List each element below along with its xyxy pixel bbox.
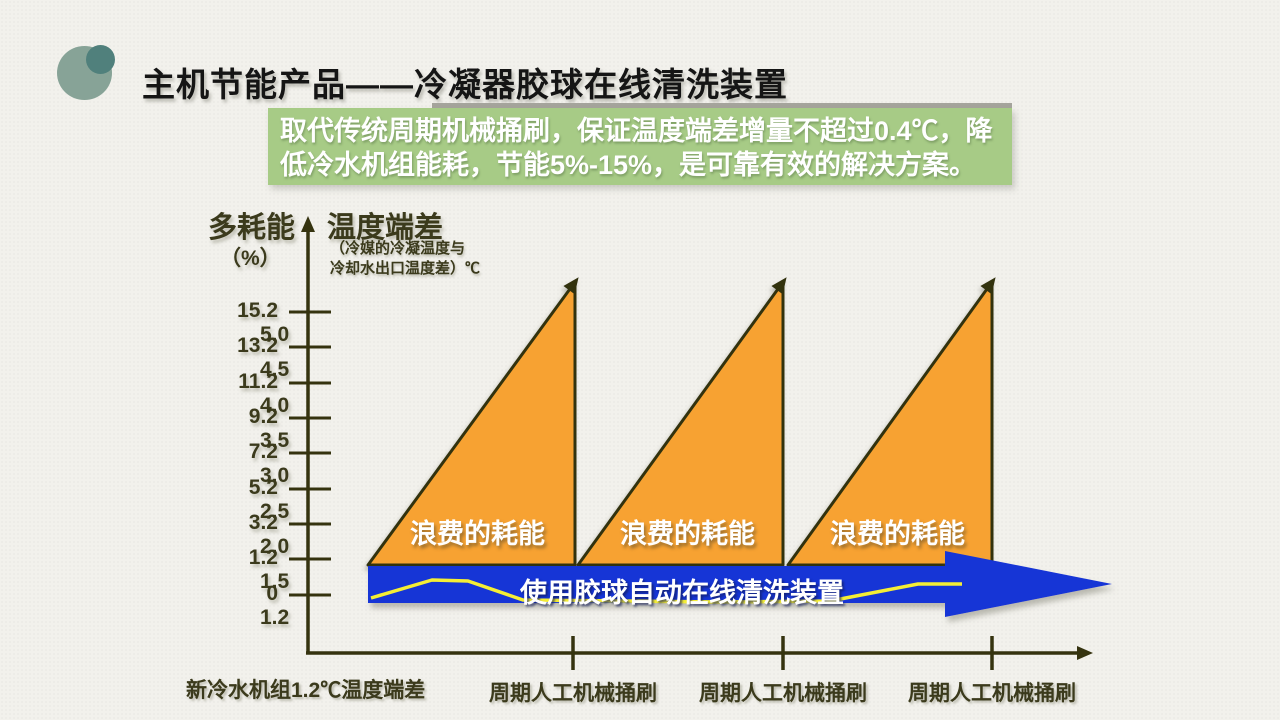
tick-label-pct: 9.2 — [248, 405, 278, 428]
tick-label-temp: 4.5 — [260, 358, 290, 381]
hypotenuse-arrowhead-1 — [563, 277, 579, 295]
tick-label-pct: 7.2 — [248, 440, 278, 463]
tick-label-pct: 11.2 — [238, 370, 278, 393]
tick-row: 13.24.5 — [198, 334, 358, 381]
tick-label-pct: 15.2 — [237, 299, 278, 322]
y-axis-left-unit: （%） — [220, 247, 281, 270]
hypotenuse-arrowhead-2 — [771, 277, 787, 295]
cleaning-device-arrow-label: 使用胶球自动在线清洗装置 — [520, 578, 844, 608]
x-axis-tick-label-2: 周期人工机械捅刷 — [699, 682, 867, 705]
callout-box: 取代传统周期机械捅刷，保证温度端差增量不超过0.4℃，降 低冷水机组能耗，节能5… — [268, 108, 1012, 185]
tick-label-pct: 5.2 — [248, 476, 278, 499]
axes — [289, 228, 1080, 670]
tick-label-temp: 5.0 — [260, 323, 290, 346]
waste-triangle-3 — [786, 280, 994, 567]
y-axis-right-subtitle: （冷媒的冷凝温度与 冷却水出口温度差）℃ — [330, 239, 480, 279]
hypotenuse-arrowhead-3 — [980, 277, 996, 295]
tick-row: 1.21.5 — [198, 546, 358, 593]
y-axis-right-title: 温度端差 — [327, 212, 444, 244]
title-underline-bar — [432, 103, 1012, 111]
tick-label-temp: 1.2 — [260, 606, 290, 629]
tick-row: 7.23.0 — [198, 440, 358, 487]
page-title: 主机节能产品——冷凝器胶球在线清洗装置 — [142, 66, 788, 103]
sawtooth-triangles — [366, 277, 996, 567]
y-axis-left-title: 多耗能 — [208, 212, 296, 244]
tick-row: 9.23.5 — [198, 405, 358, 452]
tick-row: 15.25.0 — [198, 299, 358, 346]
tick-label-pct: 13.2 — [237, 334, 278, 357]
x-axis-tick-label-3: 周期人工机械捅刷 — [908, 682, 1076, 705]
tick-label-pct: 0 — [266, 582, 278, 605]
decorative-dot-small — [86, 45, 115, 74]
tick-row: 5.22.5 — [198, 476, 358, 523]
callout-line-1: 取代传统周期机械捅刷，保证温度端差增量不超过0.4℃，降 — [280, 116, 993, 146]
tick-row: 01.2 — [198, 582, 358, 629]
y-axis-right-subtitle-line-2: 冷却水出口温度差）℃ — [330, 260, 481, 277]
tick-row: 11.24.0 — [198, 370, 358, 417]
tick-label-temp: 2.0 — [260, 535, 290, 558]
tick-label-pct: 1.2 — [248, 546, 278, 569]
tick-label-temp: 1.5 — [260, 570, 290, 593]
x-axis-origin-label: 新冷水机组1.2℃温度端差 — [186, 679, 426, 702]
tick-label-pct: 3.2 — [248, 511, 278, 534]
waste-energy-label-2: 浪费的耗能 — [620, 519, 755, 549]
waste-triangle-1 — [366, 280, 577, 567]
y-axis-arrowhead — [301, 216, 315, 232]
temperature-trend-line — [370, 578, 962, 604]
tick-label-temp: 2.5 — [260, 500, 290, 523]
x-axis-tick-label-1: 周期人工机械捅刷 — [489, 682, 657, 705]
callout-line-2: 低冷水机组能耗，节能5%-15%，是可靠有效的解决方案。 — [280, 150, 977, 180]
waste-energy-label-1: 浪费的耗能 — [410, 519, 545, 549]
tick-label-temp: 3.0 — [260, 464, 290, 487]
y-axis-right-subtitle-line-1: （冷媒的冷凝温度与 — [330, 240, 466, 257]
waste-energy-label-3: 浪费的耗能 — [830, 519, 965, 549]
tick-label-temp: 3.5 — [260, 429, 290, 452]
x-axis-arrowhead — [1077, 646, 1093, 660]
tick-label-temp: 4.0 — [260, 394, 290, 417]
waste-triangle-2 — [576, 280, 785, 567]
tick-row: 3.22.0 — [198, 511, 358, 558]
